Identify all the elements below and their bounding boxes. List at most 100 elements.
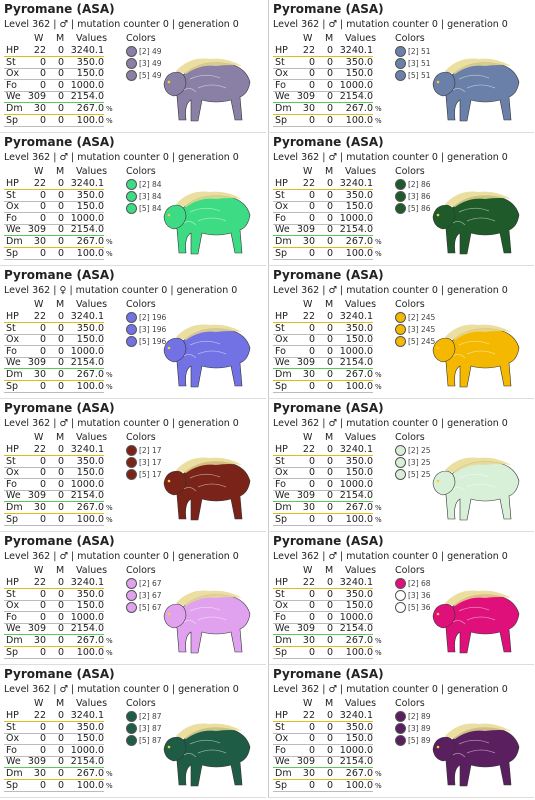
row-line [4, 200, 104, 202]
color-label: [2] 68 [408, 579, 431, 588]
color-label: [5] 84 [139, 204, 162, 213]
stat-value: 1000.0 [339, 478, 373, 490]
stat-m: 0 [57, 779, 64, 791]
stat-w: 0 [308, 611, 315, 623]
stat-value: 1000.0 [339, 79, 373, 91]
color-swatch [395, 58, 406, 69]
stat-name: Sp [6, 380, 19, 392]
card-title: Pyromane (ASA) [273, 135, 384, 149]
stat-value: 2154.0 [339, 91, 373, 103]
stat-value: 1000.0 [70, 212, 104, 224]
stat-unit: % [106, 371, 113, 379]
stat-m: 0 [326, 635, 333, 646]
stat-m: 0 [326, 91, 333, 103]
card-title: Pyromane (ASA) [4, 2, 115, 16]
stat-m: 0 [57, 502, 64, 513]
stat-m: 0 [57, 247, 64, 259]
stat-value: 3240.1 [339, 444, 373, 455]
stat-w: 0 [39, 611, 46, 623]
stat-value: 3240.1 [339, 45, 373, 56]
stat-m: 0 [326, 646, 333, 658]
stat-w: 0 [308, 247, 315, 259]
creature-card: Pyromane (ASA) Level 362 | ♂ | mutation c… [0, 665, 266, 798]
stat-name: Dm [275, 502, 292, 513]
stat-value: 3240.1 [339, 311, 373, 322]
creature-image [163, 324, 251, 388]
stat-unit: % [375, 371, 382, 379]
color-swatch [126, 457, 137, 468]
stat-name: Ox [275, 733, 289, 745]
stat-value: 2154.0 [70, 224, 104, 236]
row-line [4, 125, 104, 127]
stat-name: Fo [6, 212, 17, 224]
stat-value: 3240.1 [70, 710, 104, 721]
header-w: W [34, 299, 44, 310]
row-line [273, 622, 373, 624]
stat-name: Ox [275, 334, 289, 346]
stat-value: 3240.1 [339, 710, 373, 721]
stat-name: We [6, 756, 21, 768]
stat-name: Sp [275, 646, 288, 658]
stat-name: HP [275, 45, 288, 56]
stat-value: 150.0 [76, 600, 104, 612]
stat-value: 150.0 [76, 334, 104, 346]
stat-m: 0 [57, 56, 64, 68]
stat-name: Ox [275, 467, 289, 479]
level-info: Level 362 | ♂ | mutation counter 0 | gen… [273, 551, 508, 562]
color-swatch [126, 312, 137, 323]
stat-value: 350.0 [76, 322, 104, 334]
creature-shape [163, 736, 187, 762]
stat-name: St [275, 322, 285, 334]
header-w: W [303, 698, 313, 709]
stat-w: 22 [33, 45, 46, 56]
row-line [273, 657, 373, 659]
stat-m: 0 [326, 710, 333, 721]
row-line [4, 345, 104, 347]
stat-w: 0 [39, 345, 46, 357]
stat-w: 0 [39, 334, 46, 346]
header-w: W [34, 166, 44, 177]
creature-card: Pyromane (ASA) Level 362 | ♂ | mutation c… [0, 133, 266, 266]
stat-name: Dm [6, 502, 23, 513]
creature-shape [436, 213, 440, 217]
stat-w: 0 [308, 721, 315, 733]
stat-value: 150.0 [345, 68, 373, 80]
header-values: Values [76, 698, 108, 709]
stat-m: 0 [326, 247, 333, 259]
stat-name: We [6, 91, 21, 103]
stat-m: 0 [326, 502, 333, 513]
stat-name: We [6, 357, 21, 369]
color-swatch [395, 735, 406, 746]
stat-m: 0 [326, 467, 333, 479]
header-w: W [34, 698, 44, 709]
stat-value: 350.0 [345, 588, 373, 600]
stat-value: 350.0 [76, 189, 104, 201]
creature-shape [167, 346, 171, 350]
stat-m: 0 [326, 444, 333, 455]
row-line [4, 622, 104, 624]
stat-m: 0 [57, 600, 64, 612]
color-swatch [126, 203, 137, 214]
stat-value: 150.0 [76, 733, 104, 745]
creature-shape [183, 473, 227, 492]
row-line [273, 90, 373, 92]
stat-m: 0 [326, 189, 333, 201]
color-swatch [395, 203, 406, 214]
header-m: M [56, 565, 65, 576]
color-label: [5] 86 [408, 204, 431, 213]
row-line [4, 356, 104, 358]
stat-name: Dm [6, 635, 23, 646]
header-values: Values [345, 432, 377, 443]
stat-name: Sp [275, 247, 288, 259]
stat-w: 0 [39, 79, 46, 91]
stat-value: 150.0 [345, 201, 373, 213]
stat-value: 2154.0 [70, 357, 104, 369]
stat-name: HP [275, 444, 288, 455]
stat-w: 0 [39, 646, 46, 658]
color-label: [2] 84 [139, 180, 162, 189]
creature-image [163, 457, 251, 521]
stat-w: 309 [296, 91, 315, 103]
stat-unit: % [106, 648, 113, 657]
stat-name: Ox [6, 733, 20, 745]
stat-w: 309 [296, 623, 315, 635]
